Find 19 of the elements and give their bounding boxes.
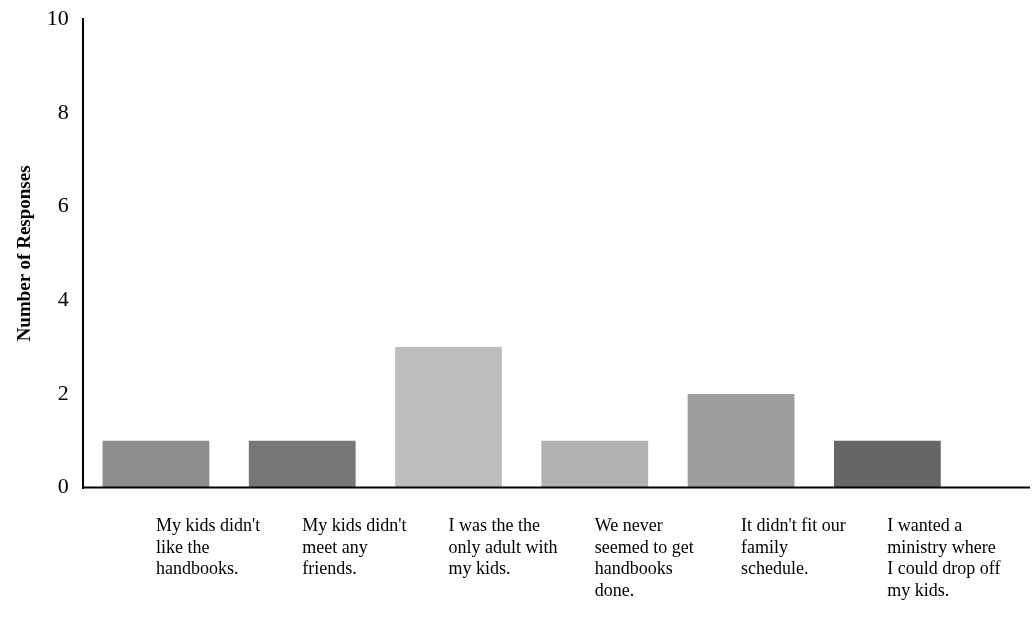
bar (541, 440, 649, 488)
y-tick-label: 0 (57, 473, 69, 499)
bar (687, 393, 795, 488)
x-tick-label: It didn't fit our family schedule. (741, 515, 846, 579)
x-tick-label: My kids didn't meet any friends. (302, 515, 407, 579)
bar (395, 347, 502, 488)
x-tick-label: My kids didn't like the handbooks. (155, 515, 261, 579)
bar (248, 440, 356, 488)
bar (102, 440, 210, 488)
y-tick-label: 10 (46, 4, 69, 30)
y-tick-label: 4 (57, 286, 69, 312)
x-tick-label: I wanted a ministry where I could drop off my kids. (887, 515, 1001, 600)
y-tick-label: 2 (57, 379, 69, 405)
x-tick-label: I was the the only adult with my kids. (448, 515, 558, 579)
y-tick-label: 6 (57, 192, 69, 218)
bar (833, 440, 941, 488)
x-tick-label: We never seemed to get handbooks done. (594, 515, 694, 600)
y-tick-label: 8 (57, 98, 69, 124)
y-axis-title: Number of Responses (13, 165, 35, 342)
